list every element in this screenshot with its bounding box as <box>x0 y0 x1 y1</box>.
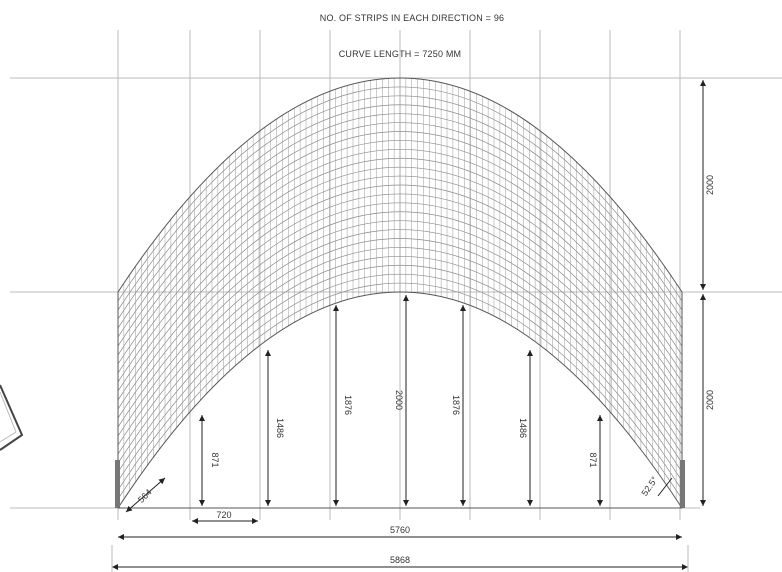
height-label: 871 <box>210 452 220 467</box>
height-label: 1876 <box>451 395 461 415</box>
height-label: 2000 <box>394 390 404 410</box>
dim-edge-right-label: 52.5° <box>639 474 660 497</box>
arch-mesh <box>117 78 683 500</box>
dim-height-lower-label: 2000 <box>705 390 715 410</box>
dim-span-outer-label: 5868 <box>390 555 410 565</box>
partial-shape <box>0 384 24 451</box>
height-label: 1876 <box>343 395 353 415</box>
dim-height-upper-label: 2000 <box>705 175 715 195</box>
outer-arch <box>117 77 683 293</box>
dim-edge-left <box>125 477 166 513</box>
height-label: 1486 <box>518 418 528 438</box>
dim-spacing-label: 720 <box>216 510 231 520</box>
dim-edge-right <box>657 477 673 497</box>
height-dimensions: 871 1486 1876 2000 1876 1486 871 <box>199 295 603 506</box>
left-support <box>115 460 120 508</box>
height-label: 871 <box>588 452 598 467</box>
height-label: 1486 <box>275 418 285 438</box>
inner-arch <box>117 291 683 509</box>
strips-label: NO. OF STRIPS IN EACH DIRECTION = 96 <box>320 13 504 23</box>
dim-span-inner-label: 5760 <box>390 525 410 535</box>
right-support <box>680 460 685 508</box>
grid-lines <box>10 30 782 520</box>
